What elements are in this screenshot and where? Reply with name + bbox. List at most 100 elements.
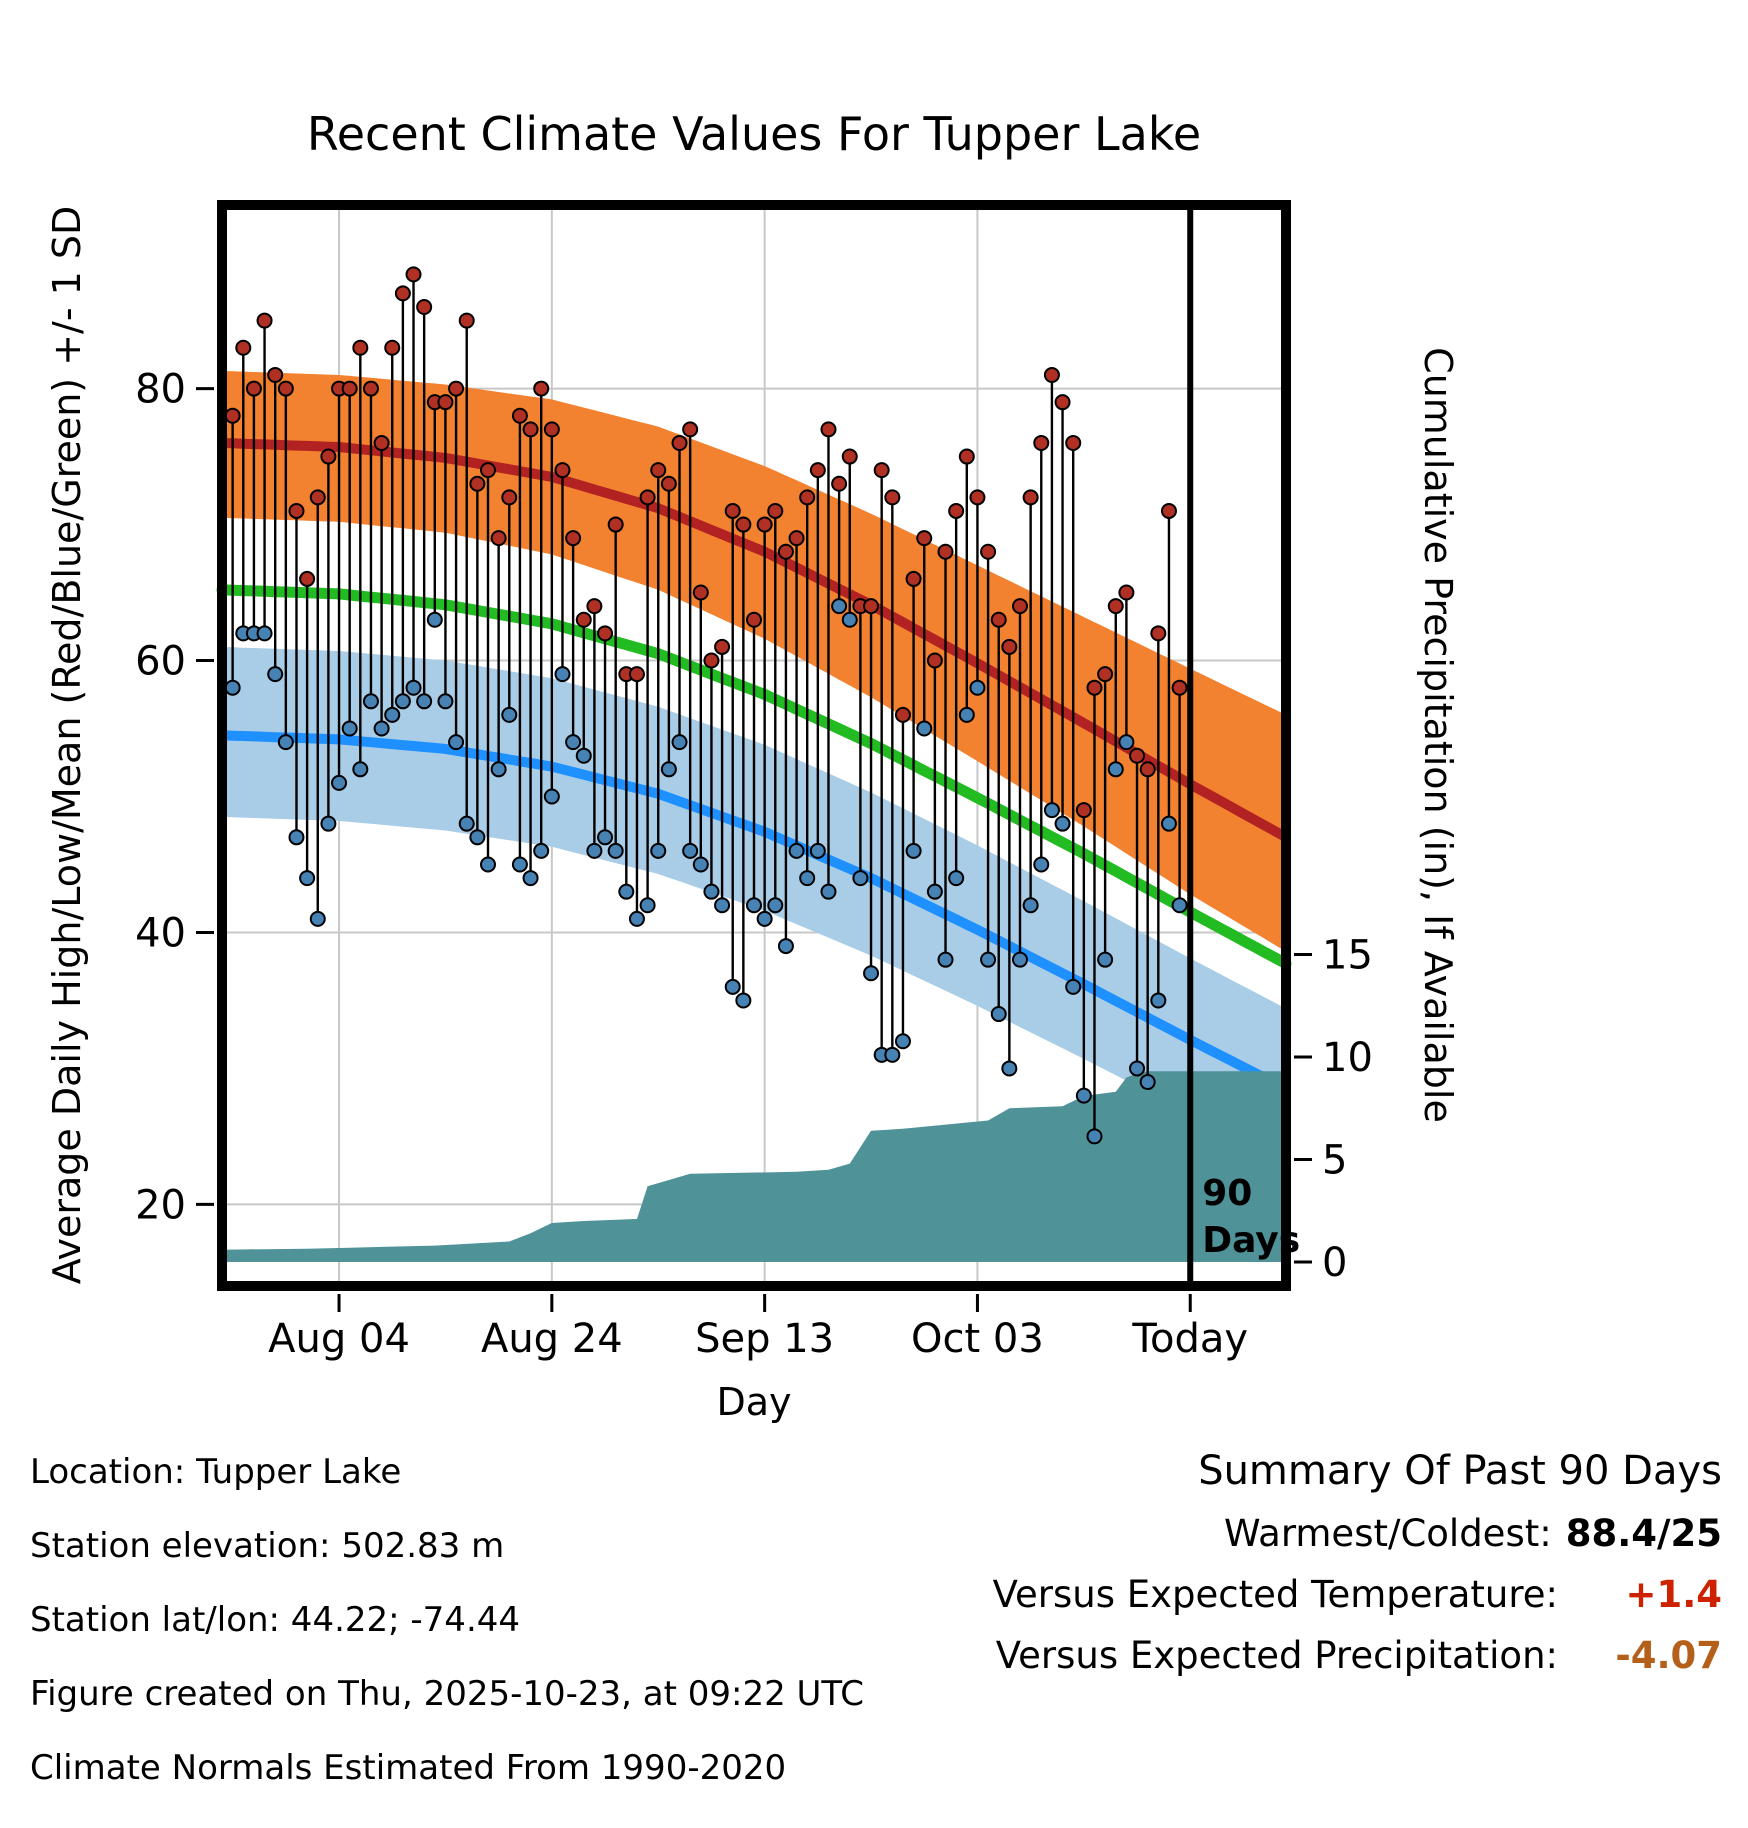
daily-high-dot	[511, 407, 528, 424]
daily-high-dot	[405, 266, 422, 283]
daily-low-dot	[384, 706, 401, 723]
daily-low-dot	[958, 706, 975, 723]
x-tick-label: Aug 24	[481, 1316, 623, 1362]
daily-low-dot	[501, 706, 518, 723]
daily-high-dot	[863, 598, 880, 615]
summary-title: Summary Of Past 90 Days	[1198, 1448, 1722, 1494]
axis-ticks	[196, 387, 1312, 1312]
daily-low-dot	[1001, 1060, 1018, 1077]
summary-row: Versus Expected Precipitation: -4.07	[993, 1634, 1722, 1677]
daily-low-dot	[288, 829, 305, 846]
daily-high-dot	[1171, 679, 1188, 696]
summary-row: Warmest/Coldest: 88.4/25	[993, 1512, 1722, 1555]
y-left-tick-label: 20	[135, 1182, 186, 1228]
daily-high-dot	[682, 421, 699, 438]
daily-low-dot	[267, 666, 284, 683]
daily-low-dot	[735, 992, 752, 1009]
daily-high-dot	[373, 434, 390, 451]
daily-high-dot	[256, 312, 273, 329]
y-left-tick-label: 40	[135, 910, 186, 956]
daily-high-dot	[575, 611, 592, 628]
daily-low-dot	[639, 897, 656, 914]
daily-low-dot	[1118, 734, 1135, 751]
daily-low-dot	[543, 788, 560, 805]
summary-row-value: +1.4	[1625, 1573, 1722, 1616]
daily-low-dot	[575, 747, 592, 764]
daily-low-dot	[628, 910, 645, 927]
daily-low-dot	[905, 842, 922, 859]
daily-low-dot	[884, 1046, 901, 1063]
daily-low-dot	[490, 761, 507, 778]
daily-low-dot	[1086, 1128, 1103, 1145]
daily-low-dot	[1043, 802, 1060, 819]
daily-low-dot	[1012, 951, 1028, 968]
daily-high-dot	[756, 516, 773, 533]
daily-low-dot	[671, 734, 688, 751]
daily-low-dot	[277, 734, 294, 751]
daily-low-dot	[1065, 978, 1082, 995]
daily-high-dot	[320, 448, 337, 465]
high-dots	[224, 266, 1188, 819]
daily-high-dot	[714, 638, 731, 655]
daily-low-dot	[224, 679, 241, 696]
daily-high-dot	[926, 652, 943, 669]
daily-low-dot	[256, 625, 273, 642]
daily-low-dot	[522, 870, 539, 887]
daily-high-dot	[777, 543, 794, 560]
daily-high-dot	[245, 380, 262, 397]
daily-high-dot	[299, 570, 316, 587]
station-info: Location: Tupper Lake Station elevation:…	[30, 1452, 864, 1788]
daily-low-dot	[416, 693, 433, 710]
daily-high-dot	[267, 366, 284, 383]
daily-high-dot	[831, 475, 848, 492]
daily-high-dot	[1160, 502, 1177, 519]
daily-low-dot	[948, 870, 965, 887]
daily-high-dot	[501, 489, 518, 506]
daily-low-dot	[1075, 1087, 1092, 1104]
daily-high-dot	[448, 380, 465, 397]
daily-high-dot	[1139, 761, 1156, 778]
daily-high-dot	[394, 285, 411, 302]
daily-low-dot	[788, 842, 805, 859]
footer-line-elevation: Station elevation: 502.83 m	[30, 1526, 505, 1566]
daily-low-dot	[554, 666, 571, 683]
daily-low-dot	[511, 856, 528, 873]
daily-high-dot	[1129, 747, 1146, 764]
daily-low-dot	[703, 883, 720, 900]
daily-high-dot	[650, 462, 667, 479]
x-tick-label: Oct 03	[911, 1316, 1044, 1362]
daily-low-dot	[607, 842, 624, 859]
footer-line-location: Location: Tupper Lake	[30, 1452, 402, 1492]
daily-low-dot	[926, 883, 943, 900]
daily-high-dot	[628, 666, 645, 683]
daily-high-dot	[1054, 394, 1071, 411]
daily-high-dot	[554, 462, 571, 479]
daily-high-dot	[469, 475, 486, 492]
daily-high-dot	[607, 516, 624, 533]
daily-low-dot	[1107, 761, 1124, 778]
y-right-tick-label: 10	[1322, 1035, 1373, 1081]
daily-high-dot	[894, 706, 911, 723]
daily-high-dot	[1107, 598, 1124, 615]
daily-high-dot	[543, 421, 560, 438]
summary-row-label: Versus Expected Temperature:	[992, 1573, 1558, 1616]
daily-high-dot	[277, 380, 294, 397]
daily-low-dot	[714, 897, 731, 914]
daily-low-dot	[373, 720, 390, 737]
summary-row: Versus Expected Temperature: +1.4	[993, 1573, 1722, 1616]
daily-high-dot	[1012, 598, 1028, 615]
daily-low-dot	[458, 815, 475, 832]
daily-low-dot	[990, 1006, 1007, 1023]
daily-high-dot	[735, 516, 752, 533]
daily-high-dot	[724, 502, 741, 519]
daily-high-dot	[841, 448, 858, 465]
daily-high-dot	[533, 380, 550, 397]
summary-block: Summary Of Past 90 Days Warmest/Coldest:…	[993, 1448, 1722, 1695]
low-dots	[224, 598, 1188, 1145]
daily-low-dot	[1129, 1060, 1146, 1077]
daily-low-dot	[299, 870, 316, 887]
daily-high-dot	[309, 489, 326, 506]
y-right-axis-label: Cumulative Precipitation (in), If Availa…	[1416, 347, 1460, 1123]
daily-stems	[231, 274, 1181, 1137]
